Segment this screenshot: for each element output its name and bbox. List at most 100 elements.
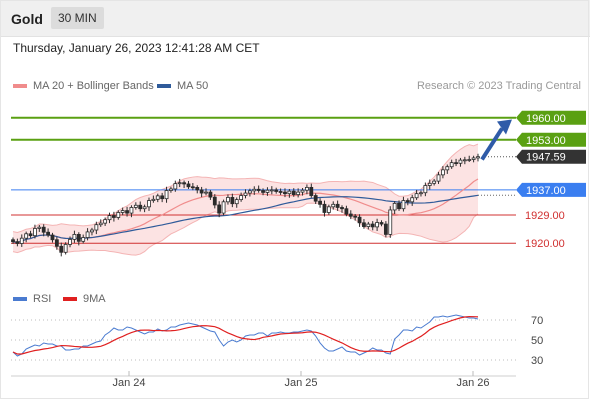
candle-up [234, 199, 239, 205]
candle-down [261, 190, 265, 193]
candle-down [309, 186, 314, 196]
legend-rsi: RSI [13, 293, 51, 305]
candle-up [305, 186, 309, 191]
candle-down [111, 215, 116, 218]
bollinger-upper-line [12, 143, 479, 234]
candle-up [287, 190, 292, 195]
rsi-legend-label: RSI [33, 293, 52, 305]
candle-up [68, 239, 72, 245]
ma9-swatch [63, 297, 77, 301]
rsi-layer [12, 314, 479, 357]
candle-down [383, 223, 388, 235]
candle-down [195, 186, 200, 191]
candle-up [24, 233, 29, 239]
candle-down [54, 239, 59, 247]
candle-up [269, 189, 274, 192]
candle-down [11, 239, 15, 243]
candle-up [133, 204, 138, 208]
candle-up [436, 174, 441, 182]
level-label-1929-00: 1929.00 [525, 210, 565, 222]
candle-up [173, 183, 178, 190]
candle-up [103, 219, 108, 224]
candle-up [449, 162, 454, 168]
candle-up [155, 195, 160, 200]
candle-up [247, 190, 252, 194]
candle-up [326, 206, 331, 213]
research-credit: Research © 2023 Trading Central [416, 80, 581, 92]
candle-up [445, 166, 450, 171]
candle-up [239, 195, 244, 201]
candle-down [186, 183, 191, 188]
candle-up [441, 169, 445, 176]
candle-down [15, 241, 20, 244]
candle-down [59, 245, 64, 253]
candle-up [471, 157, 476, 160]
candle-up [147, 200, 151, 208]
candle-up [252, 188, 257, 192]
x-axis: Jan 24 Jan 25 Jan 26 [11, 371, 516, 389]
level-tag-1953-00: 1953.00 [526, 135, 566, 147]
candles-layer [11, 153, 480, 257]
candle-up [300, 189, 305, 193]
ma20-legend-label: MA 20 + Bollinger Bands [33, 80, 154, 92]
level-tags-layer: 1960.00 1953.00 1947.59 1937.00 1929.00 1920.… [516, 110, 586, 250]
candle-up [90, 229, 94, 233]
candle-up [265, 189, 270, 193]
legend-ma20: MA 20 + Bollinger Bands [13, 80, 154, 92]
candle-up [177, 182, 182, 185]
candle-up [63, 244, 68, 253]
candle-up [414, 193, 419, 199]
bollinger-band-layer [12, 143, 479, 256]
candle-up [427, 182, 432, 186]
candle-down [230, 197, 235, 205]
candle-up [116, 212, 121, 218]
bollinger-lower-line [12, 202, 479, 256]
arrow-head [497, 119, 512, 135]
legend-9ma: 9MA [63, 293, 106, 305]
candle-down [353, 215, 358, 218]
candle-down [405, 200, 410, 203]
level-tag-1947-59: 1947.59 [526, 152, 566, 164]
ma50-legend-label: MA 50 [177, 80, 209, 92]
candle-down [454, 162, 458, 165]
level-tag-1960-00: 1960.00 [526, 113, 566, 125]
candle-up [37, 226, 42, 229]
ma9-legend-label: 9MA [83, 293, 106, 305]
level-tag-bg [516, 132, 586, 147]
candle-down [313, 195, 318, 202]
candle-up [467, 159, 472, 161]
candle-down [28, 233, 33, 237]
candle-down [138, 204, 143, 210]
candle-up [221, 201, 226, 214]
candle-up [142, 206, 147, 210]
level-tag-1937-00: 1937.00 [526, 185, 566, 197]
candle-up [375, 222, 380, 228]
candle-up [85, 231, 90, 238]
ma50-line [12, 194, 479, 244]
candle-up [401, 200, 406, 210]
candle-up [458, 159, 463, 164]
x-tick-label: Jan 25 [284, 377, 317, 389]
chart-header: Gold 30 MIN [0, 0, 590, 37]
candle-up [243, 192, 248, 196]
candle-down [340, 207, 344, 210]
rsi-swatch [13, 297, 27, 301]
candle-down [370, 223, 375, 228]
timeframe-button[interactable]: 30 MIN [51, 7, 104, 29]
candle-up [296, 191, 301, 196]
candle-down [344, 208, 349, 215]
candle-down [199, 189, 204, 194]
candle-down [291, 190, 296, 196]
target-arrow [480, 119, 512, 161]
rsi-grid-layer: 70 50 30 [11, 315, 543, 367]
candle-down [278, 191, 283, 193]
candle-down [348, 213, 353, 217]
candle-up [151, 198, 156, 201]
bollinger-band [13, 144, 478, 256]
arrow-shaft [480, 127, 504, 161]
candle-down [283, 191, 287, 195]
candle-up [388, 209, 393, 235]
level-lines-layer [11, 116, 516, 244]
level-tag-bg [516, 110, 586, 125]
